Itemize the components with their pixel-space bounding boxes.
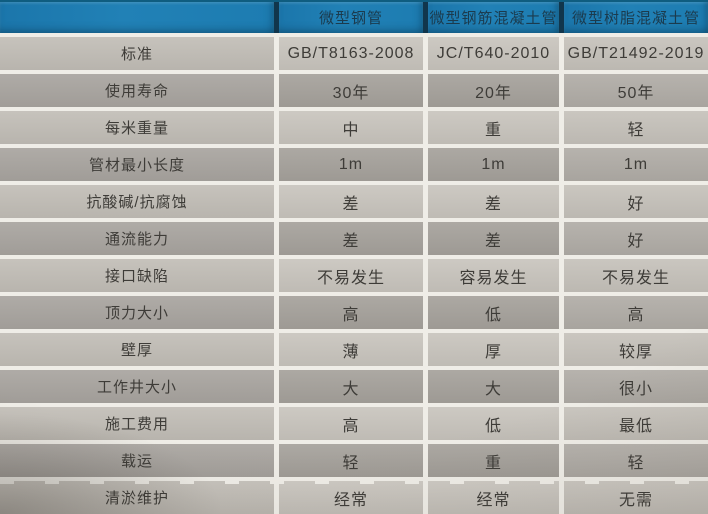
row-label: 施工费用 — [0, 407, 274, 440]
cell-value: 差 — [279, 222, 423, 255]
row-label: 载运 — [0, 444, 274, 477]
cell-value: 差 — [279, 185, 423, 218]
cell-value: 很小 — [564, 370, 708, 403]
cell-value: 中 — [279, 111, 423, 144]
cell-value: 1m — [279, 148, 423, 181]
table-row: 通流能力差差好 — [0, 222, 708, 255]
table-row: 使用寿命 30年 20年 50年 — [0, 74, 708, 107]
table-header-row: 微型钢管 微型钢筋混凝土管 微型树脂混凝土管 — [0, 0, 708, 33]
cell-value: 厚 — [428, 333, 559, 366]
table-row: 工作井大小大大很小 — [0, 370, 708, 403]
row-label: 抗酸碱/抗腐蚀 — [0, 185, 274, 218]
cell-value: JC/T640-2010 — [428, 37, 559, 70]
table-row: 标准 GB/T8163-2008 JC/T640-2010 GB/T21492-201… — [0, 37, 708, 70]
cell-value: 最低 — [564, 407, 708, 440]
cell-value: 50年 — [564, 74, 708, 107]
cell-value: 轻 — [564, 444, 708, 477]
table-row: 施工费用高低最低 — [0, 407, 708, 440]
cell-value: 30年 — [279, 74, 423, 107]
table-body: 标准 GB/T8163-2008 JC/T640-2010 GB/T21492-201… — [0, 37, 708, 514]
cell-value: 轻 — [279, 444, 423, 477]
table-row: 壁厚薄厚较厚 — [0, 333, 708, 366]
cell-value: 好 — [564, 185, 708, 218]
cell-value: 不易发生 — [279, 259, 423, 292]
row-label: 通流能力 — [0, 222, 274, 255]
cell-value: 20年 — [428, 74, 559, 107]
cell-value: 高 — [279, 296, 423, 329]
cell-value: 高 — [279, 407, 423, 440]
cell-value: 大 — [279, 370, 423, 403]
row-label: 壁厚 — [0, 333, 274, 366]
header-col-reinforced-concrete-pipe: 微型钢筋混凝土管 — [428, 2, 559, 33]
cell-value: 好 — [564, 222, 708, 255]
header-col-steel-pipe: 微型钢管 — [279, 2, 423, 33]
cell-value: GB/T8163-2008 — [279, 37, 423, 70]
cell-value: 不易发生 — [564, 259, 708, 292]
cell-value: 差 — [428, 185, 559, 218]
row-label: 顶力大小 — [0, 296, 274, 329]
cell-value: 差 — [428, 222, 559, 255]
row-label: 标准 — [0, 37, 274, 70]
cell-value: 1m — [564, 148, 708, 181]
row-label: 使用寿命 — [0, 74, 274, 107]
table-row: 抗酸碱/抗腐蚀差差好 — [0, 185, 708, 218]
row-label: 管材最小长度 — [0, 148, 274, 181]
cell-value: 容易发生 — [428, 259, 559, 292]
cell-value: 重 — [428, 444, 559, 477]
table-row: 接口缺陷 不易发生 容易发生 不易发生 — [0, 259, 708, 292]
row-label: 清淤维护 — [0, 481, 274, 514]
cell-value: 大 — [428, 370, 559, 403]
cell-value: 较厚 — [564, 333, 708, 366]
cell-value: 薄 — [279, 333, 423, 366]
cell-value: 高 — [564, 296, 708, 329]
cell-value: 轻 — [564, 111, 708, 144]
row-label: 接口缺陷 — [0, 259, 274, 292]
cell-value: 低 — [428, 296, 559, 329]
table-row: 顶力大小高低高 — [0, 296, 708, 329]
header-col-resin-concrete-pipe: 微型树脂混凝土管 — [564, 2, 708, 33]
header-empty-cell — [0, 2, 274, 33]
row-label: 每米重量 — [0, 111, 274, 144]
cell-value: 重 — [428, 111, 559, 144]
table-row: 每米重量中重轻 — [0, 111, 708, 144]
row-label: 工作井大小 — [0, 370, 274, 403]
cell-value: 经常 — [279, 481, 423, 514]
table-row: 清淤维护 经常 经常 无需 — [0, 481, 708, 514]
cell-value: 低 — [428, 407, 559, 440]
cell-value: GB/T21492-2019 — [564, 37, 708, 70]
cell-value: 无需 — [564, 481, 708, 514]
cell-value: 1m — [428, 148, 559, 181]
table-row: 管材最小长度 1m 1m 1m — [0, 148, 708, 181]
table-row: 载运轻重轻 — [0, 444, 708, 477]
cell-value: 经常 — [428, 481, 559, 514]
